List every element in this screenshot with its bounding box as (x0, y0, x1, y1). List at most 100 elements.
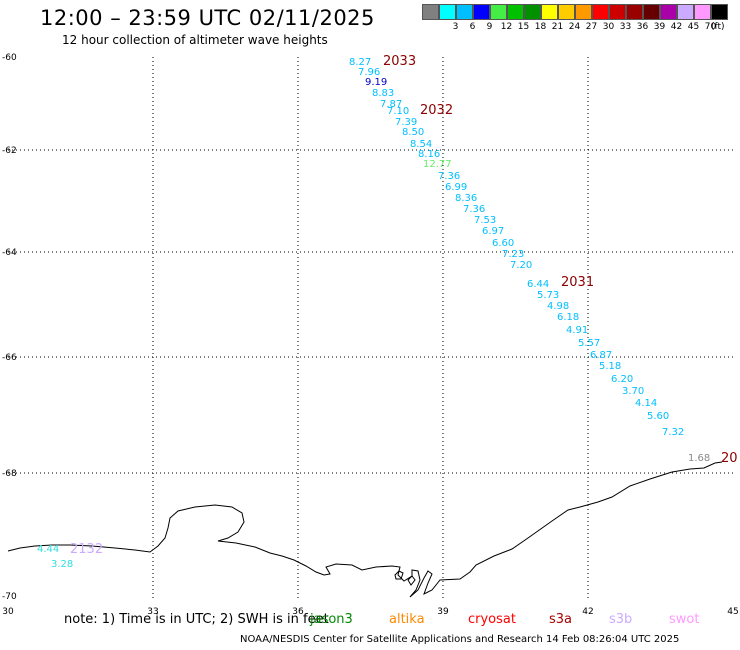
y-axis-label: -62 (2, 146, 17, 156)
satellite-label: cryosat (468, 612, 516, 627)
wave-height-label: 5.60 (647, 411, 669, 422)
legend-label: 24 (568, 22, 581, 32)
y-axis-label: -66 (2, 353, 17, 363)
y-axis-label: -64 (2, 248, 17, 258)
legend-label: 45 (687, 22, 700, 32)
legend-swatch (643, 4, 660, 20)
wave-height-label: 4.14 (635, 398, 657, 409)
wave-height-label: 1.68 (688, 453, 710, 464)
legend-swatch (473, 4, 490, 20)
satellite-label: swot (669, 612, 700, 627)
legend-label: 3 (452, 22, 459, 32)
legend-swatch (592, 4, 609, 20)
y-axis-label: -60 (2, 53, 17, 63)
legend-label: 9 (486, 22, 493, 32)
x-axis-label: 36 (292, 607, 304, 617)
wave-height-label: 6.20 (611, 374, 633, 385)
wave-height-label: 5.18 (599, 361, 621, 372)
legend-swatch (422, 4, 439, 20)
legend-swatch (439, 4, 456, 20)
legend-label: 42 (670, 22, 683, 32)
legend-swatch (524, 4, 541, 20)
wave-height-label: 6.60 (492, 238, 514, 249)
wave-height-label: 7.36 (463, 204, 485, 215)
legend-label: 21 (551, 22, 564, 32)
wave-height-label: 7.10 (387, 106, 409, 117)
legend-swatch (541, 4, 558, 20)
legend-swatch (575, 4, 592, 20)
map-title: 12:00 – 23:59 UTC 02/11/2025 (40, 6, 375, 30)
x-axis-label: 39 (437, 607, 449, 617)
pass-time-label: 2033 (383, 54, 416, 69)
wave-height-label: 6.97 (482, 226, 504, 237)
wave-height-label: 4.91 (566, 325, 588, 336)
legend-swatch (456, 4, 473, 20)
wave-height-label: 4.98 (547, 301, 569, 312)
wave-height-label: 3.28 (51, 559, 73, 570)
wave-height-label: 7.20 (510, 260, 532, 271)
footer-note: note: 1) Time is in UTC; 2) SWH is in fe… (64, 612, 329, 627)
satellite-label: s3a (549, 612, 573, 627)
x-axis-label: 30 (2, 607, 14, 617)
pass-time-label: 2132 (70, 542, 103, 557)
legend-swatch (490, 4, 507, 20)
wave-height-label: 7.96 (358, 67, 380, 78)
wave-height-label: 8.54 (410, 139, 432, 150)
legend-label: 27 (585, 22, 598, 32)
wave-height-label: 3.70 (622, 386, 644, 397)
wave-height-label: 7.32 (662, 427, 684, 438)
legend-label: 18 (534, 22, 547, 32)
legend-swatch (558, 4, 575, 20)
pass-time-label: 2031 (561, 275, 594, 290)
legend-unit: (ft) (711, 22, 725, 32)
wave-height-label: 8.50 (402, 127, 424, 138)
footer-credit: NOAA/NESDIS Center for Satellite Applica… (240, 634, 680, 645)
wave-height-label: 8.27 (349, 57, 371, 68)
map-subtitle: 12 hour collection of altimeter wave hei… (62, 33, 328, 47)
satellite-label: jason3 (310, 612, 353, 627)
legend-swatch (626, 4, 643, 20)
wave-height-label: 5.57 (578, 338, 600, 349)
legend-swatch (609, 4, 626, 20)
legend-label: 30 (602, 22, 615, 32)
legend-label: 33 (619, 22, 632, 32)
wave-height-label: 7.53 (474, 215, 496, 226)
wave-height-label: 4.44 (37, 544, 59, 555)
y-axis-label: -68 (2, 469, 17, 479)
wave-height-label: 7.87 (380, 99, 402, 110)
legend-label: 12 (500, 22, 513, 32)
wave-height-label: 7.39 (395, 117, 417, 128)
pass-time-label: 20 (721, 451, 738, 466)
satellite-label: altika (389, 612, 425, 627)
legend-swatch (677, 4, 694, 20)
legend-swatch (660, 4, 677, 20)
wave-height-label: 6.87 (590, 350, 612, 361)
wave-height-label: 9.19 (365, 77, 387, 88)
legend-label: 6 (469, 22, 476, 32)
wave-height-label: 5.73 (537, 290, 559, 301)
legend-label: 36 (636, 22, 649, 32)
satellite-label: s3b (609, 612, 633, 627)
legend-label: 15 (517, 22, 530, 32)
legend-label: 39 (653, 22, 666, 32)
x-axis-label: 45 (727, 607, 738, 617)
wave-height-label: 12.77 (423, 159, 452, 170)
x-axis-label: 42 (582, 607, 593, 617)
coast-island-a (394, 570, 404, 580)
legend-label: 70 (704, 22, 717, 32)
wave-height-label: 8.36 (455, 193, 477, 204)
pass-time-label: 2032 (420, 103, 453, 118)
wave-height-label: 7.23 (502, 249, 524, 260)
wave-height-label: 8.83 (372, 88, 394, 99)
wave-height-label: 8.16 (418, 149, 440, 160)
legend-swatch (711, 4, 728, 20)
wave-height-label: 6.18 (557, 312, 579, 323)
legend-swatch (694, 4, 711, 20)
coast-island-b (407, 575, 416, 586)
legend-swatch (507, 4, 524, 20)
antarctic-coastline (7, 461, 723, 598)
wave-height-label: 6.44 (527, 279, 549, 290)
x-axis-label: 33 (147, 607, 158, 617)
y-axis-label: -70 (2, 592, 17, 602)
